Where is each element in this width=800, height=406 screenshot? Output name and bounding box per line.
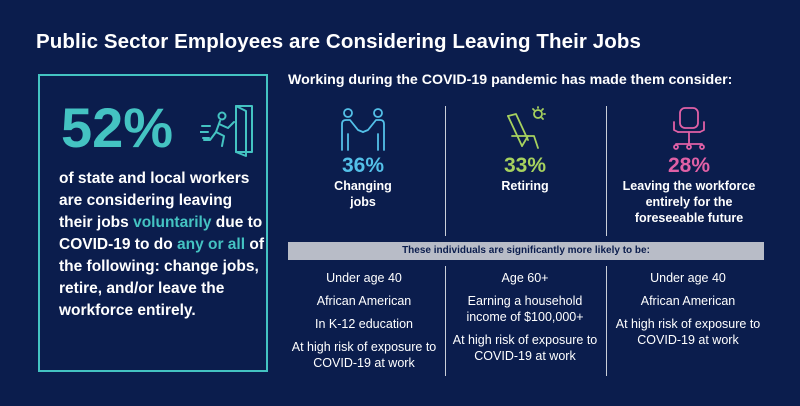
option-percent: 33% bbox=[503, 154, 547, 177]
column-divider bbox=[606, 266, 607, 376]
option-changing-jobs: 36% Changing jobs bbox=[283, 106, 443, 210]
stat-box: 52% of state and local workers are consi… bbox=[38, 74, 268, 372]
trait-item: African American bbox=[316, 294, 412, 308]
option-percent: 36% bbox=[341, 154, 385, 177]
trait-item: Under age 40 bbox=[650, 271, 726, 285]
traits-list-changing-jobs: Under age 40 African American In K-12 ed… bbox=[285, 270, 443, 378]
option-label: Retiring bbox=[501, 179, 549, 193]
trait-item: Under age 40 bbox=[326, 271, 402, 285]
trait-item: At high risk of exposure to COVID-19 at … bbox=[452, 333, 598, 363]
column-divider bbox=[606, 106, 607, 236]
traits-list-retiring: Age 60+ Earning a household income of $1… bbox=[446, 270, 604, 371]
trait-item: Age 60+ bbox=[501, 271, 549, 285]
page-title: Public Sector Employees are Considering … bbox=[36, 30, 642, 53]
trait-item: At high risk of exposure to COVID-19 at … bbox=[291, 340, 437, 370]
option-label: Changing jobs bbox=[334, 179, 392, 209]
column-divider bbox=[445, 106, 446, 236]
stat-value: 52% bbox=[61, 96, 174, 159]
handshake-icon bbox=[341, 108, 385, 151]
trait-item: At high risk of exposure to COVID-19 at … bbox=[615, 317, 761, 347]
column-divider bbox=[445, 266, 446, 376]
trait-item: Earning a household income of $100,000+ bbox=[466, 294, 584, 324]
option-leaving-workforce: 28% Leaving the workforce entirely for t… bbox=[609, 106, 769, 226]
options-subheading: Working during the COVID-19 pandemic has… bbox=[288, 72, 733, 88]
trait-item: African American bbox=[640, 294, 736, 308]
trait-item: In K-12 education bbox=[315, 317, 413, 331]
option-percent: 28% bbox=[667, 154, 711, 177]
option-label: Leaving the workforce entirely for the f… bbox=[622, 179, 756, 225]
likelihood-band: These individuals are significantly more… bbox=[288, 242, 764, 260]
office-chair-icon bbox=[673, 107, 705, 150]
stat-description: of state and local workers are consideri… bbox=[59, 170, 264, 319]
traits-list-leaving-workforce: Under age 40 African American At high ri… bbox=[609, 270, 767, 355]
person-exiting-door-icon bbox=[200, 105, 253, 157]
beach-chair-icon bbox=[507, 106, 546, 149]
option-retiring: 33% Retiring bbox=[445, 106, 605, 194]
